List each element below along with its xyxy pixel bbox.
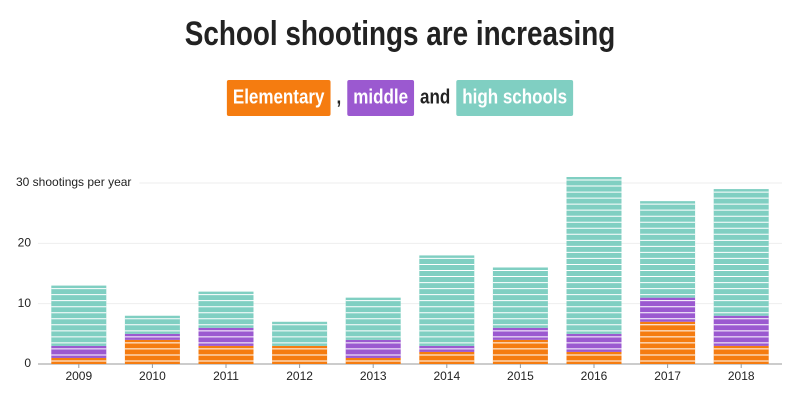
x-tick-label: 2009	[65, 369, 92, 383]
y-tick-label: 20	[18, 236, 32, 250]
legend-swatch	[456, 80, 574, 116]
y-tick-label: 10	[18, 296, 32, 310]
x-tick-label: 2012	[286, 369, 313, 383]
x-tick-label: 2016	[581, 369, 608, 383]
bar-segment	[492, 339, 548, 364]
bar-segment	[566, 177, 622, 334]
bar-segment	[124, 339, 180, 364]
x-tick-label: 2013	[360, 369, 387, 383]
subtitle-connector: ,	[337, 85, 342, 108]
legend-label: Elementary	[233, 85, 325, 108]
bar-segment	[492, 267, 548, 328]
bar-segment	[566, 351, 622, 364]
x-tick-label: 2017	[654, 369, 681, 383]
bar-segment	[272, 321, 328, 346]
legend-label: high schools	[462, 85, 567, 108]
legend-swatch	[226, 80, 331, 116]
bar-segment	[51, 345, 107, 358]
x-tick-label: 2018	[728, 369, 755, 383]
y-tick-label: 30 shootings per year	[16, 175, 131, 189]
bar-segment	[640, 201, 696, 298]
subtitle-connector: and	[420, 85, 450, 108]
legend-label: middle	[353, 85, 408, 108]
bar-segment	[419, 351, 475, 364]
bar-segment	[51, 285, 107, 346]
chart-title: School shootings are increasing	[185, 14, 616, 52]
legend-swatch	[347, 80, 415, 116]
bar-segment	[198, 291, 254, 328]
x-tick-label: 2015	[507, 369, 534, 383]
legend: Elementary, middle and high schools	[226, 80, 574, 116]
bar-segment	[492, 327, 548, 340]
x-tick-label: 2011	[213, 369, 239, 383]
x-tick-label: 2010	[139, 369, 166, 383]
x-tick-label: 2014	[433, 369, 460, 383]
bar-segment	[640, 297, 696, 322]
y-tick-label: 0	[24, 356, 31, 370]
